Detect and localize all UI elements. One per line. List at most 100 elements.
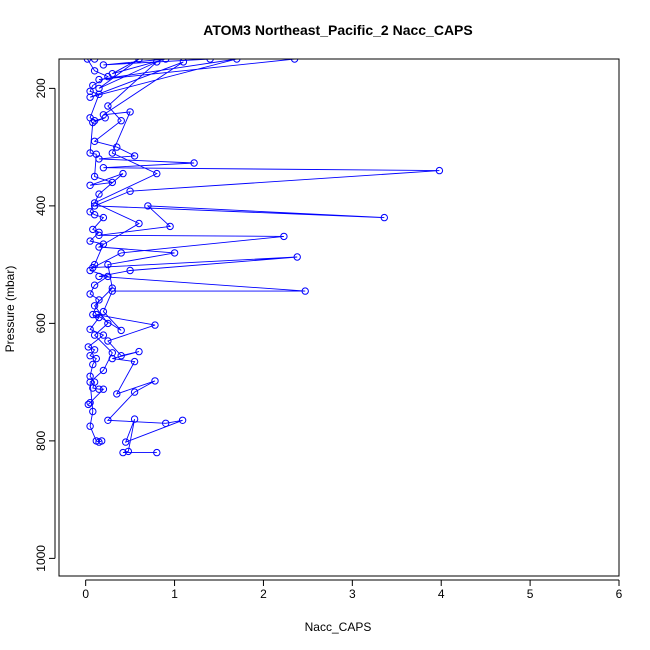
x-tick-label: 2 — [260, 587, 267, 601]
data-point — [86, 399, 94, 407]
x-tick-label: 3 — [349, 587, 356, 601]
data-point — [104, 102, 112, 110]
data-point — [206, 59, 214, 63]
data-point — [90, 211, 99, 219]
data-point — [130, 415, 139, 423]
data-point — [162, 419, 170, 427]
data-point — [113, 390, 121, 398]
data-point — [95, 296, 103, 304]
data-point — [113, 143, 121, 151]
data-point — [86, 372, 94, 380]
data-point — [84, 400, 93, 409]
data-point — [86, 378, 94, 386]
data-point — [233, 59, 241, 63]
y-tick-label: 800 — [34, 431, 48, 451]
data-point — [86, 352, 94, 360]
data-point — [89, 225, 97, 234]
data-point — [122, 438, 130, 446]
data-point — [104, 337, 112, 345]
data-point — [86, 290, 94, 298]
data-point — [89, 263, 97, 272]
x-tick-label: 0 — [82, 587, 89, 601]
data-point — [166, 222, 174, 231]
y-tick-label: 200 — [34, 78, 48, 98]
data-point — [86, 237, 94, 245]
data-point — [179, 59, 188, 66]
data-point — [92, 354, 101, 363]
x-axis-label: Nacc_CAPS — [305, 620, 372, 634]
data-point — [90, 199, 99, 207]
data-point — [119, 448, 127, 457]
data-point — [151, 377, 159, 385]
data-point — [99, 164, 108, 172]
data-point — [86, 325, 94, 333]
data-point — [84, 343, 93, 351]
data-point — [124, 447, 133, 456]
data-point — [90, 331, 99, 339]
plot-frame — [58, 58, 620, 577]
data-point — [190, 159, 198, 167]
series-group — [86, 59, 299, 446]
data-point — [90, 59, 99, 63]
data-point — [98, 437, 106, 445]
data-point — [108, 70, 117, 78]
data-point — [301, 287, 309, 295]
data-point — [86, 422, 94, 430]
data-point — [135, 59, 143, 63]
data-point — [95, 231, 103, 240]
data-point — [92, 310, 101, 319]
series-layer — [83, 59, 444, 457]
data-point — [83, 59, 92, 63]
data-point — [86, 181, 94, 190]
x-tick-label: 1 — [171, 587, 178, 601]
y-axis-label: Pressure (mbar) — [3, 266, 17, 353]
data-point — [135, 219, 143, 228]
data-point — [89, 407, 97, 416]
data-point — [108, 349, 117, 357]
data-point — [86, 93, 94, 101]
data-point — [95, 243, 103, 251]
data-point — [126, 187, 134, 195]
data-point — [99, 385, 108, 393]
data-point — [89, 310, 97, 319]
data-point — [99, 331, 108, 339]
data-point — [90, 346, 99, 354]
data-point — [99, 213, 108, 222]
data-point — [153, 59, 161, 66]
data-point — [104, 319, 112, 328]
data-point — [104, 260, 112, 269]
data-point — [89, 81, 97, 90]
data-point — [126, 266, 134, 275]
data-point — [130, 388, 139, 396]
data-point — [95, 385, 103, 393]
data-point — [95, 190, 103, 198]
chart-title: ATOM3 Northeast_Pacific_2 Nacc_CAPS — [203, 22, 472, 38]
data-point — [108, 178, 117, 187]
x-axis: 0 1 2 3 4 5 6 — [82, 579, 623, 601]
data-point — [90, 281, 99, 289]
data-point — [89, 118, 97, 127]
data-point — [89, 360, 97, 369]
data-point — [144, 202, 152, 210]
series-group — [83, 59, 127, 409]
data-point — [153, 448, 161, 457]
data-point — [135, 347, 143, 356]
data-point — [95, 272, 103, 281]
data-point — [90, 302, 99, 310]
data-point — [104, 416, 112, 424]
data-point — [95, 155, 103, 163]
data-point — [380, 213, 388, 222]
data-point — [170, 249, 179, 257]
data-point — [108, 284, 117, 292]
data-point — [153, 169, 161, 178]
data-point — [290, 59, 299, 63]
data-point — [90, 67, 99, 75]
series-line — [89, 59, 295, 443]
data-point — [126, 108, 134, 116]
data-point — [90, 117, 99, 125]
data-point — [108, 149, 117, 157]
data-point — [293, 253, 301, 261]
y-axis: 200 400 600 800 1000 — [34, 78, 56, 572]
data-point — [99, 61, 108, 69]
data-point — [90, 137, 99, 146]
